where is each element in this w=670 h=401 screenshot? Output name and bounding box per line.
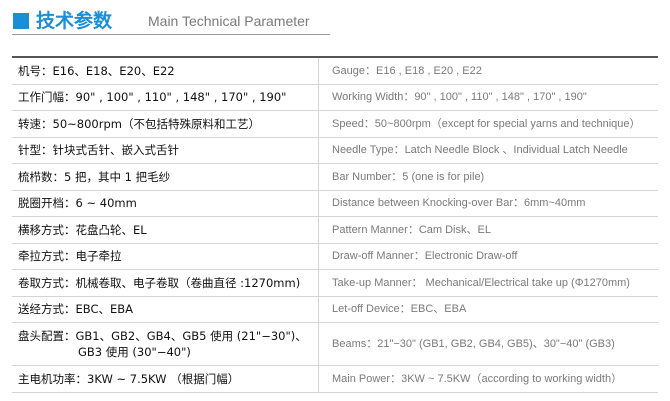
spec-cn-line: 针型：针块式舌针、嵌入式舌针: [18, 143, 179, 158]
spec-row: 机号：E16、E18、E20、E22 Gauge：E16 , E18 , E20 …: [12, 58, 658, 85]
spec-cn: 横移方式：花盘凸轮、EL: [18, 222, 314, 238]
spec-row: 针型：针块式舌针、嵌入式舌针 Needle Type：Latch Needle B…: [12, 137, 658, 164]
spec-en: Distance between Knocking-over Bar：6mm~4…: [332, 197, 586, 210]
spec-cn-line: 转速：50~800rpm（不包括特殊原料和工艺）: [18, 116, 260, 131]
spec-cn-line: 梳栉数：5 把，其中 1 把毛纱: [18, 169, 171, 184]
section-subtitle: Main Technical Parameter: [148, 13, 310, 29]
spec-cn-line: 横移方式：花盘凸轮、EL: [18, 222, 147, 237]
spec-cn: 牵拉方式：电子牵拉: [18, 248, 314, 264]
spec-cn: 针型：针块式舌针、嵌入式舌针: [18, 142, 314, 158]
spec-row: 卷取方式：机械卷取、电子卷取（卷曲直径 :1270mm) Take-up Mann…: [12, 270, 658, 297]
column-divider: [318, 111, 319, 137]
spec-en: Let-off Device：EBC、EBA: [332, 303, 467, 316]
column-divider: [318, 137, 319, 163]
spec-cn: 工作门幅：90" , 100" , 110" , 148" , 170" , 1…: [18, 89, 314, 105]
spec-en: Beams：21"−30" (GB1, GB2, GB4, GB5)、30"−4…: [332, 338, 615, 350]
column-divider: [318, 243, 319, 269]
spec-en: Working Width：90" , 100" , 110" , 148" ,…: [332, 91, 587, 104]
header-icon: [13, 13, 29, 29]
spec-cn-line: 牵拉方式：电子牵拉: [18, 249, 122, 264]
spec-en: Draw-off Manner：Electronic Draw-off: [332, 250, 518, 263]
spec-en: Gauge：E16 , E18 , E20 , E22: [332, 64, 482, 77]
spec-cn: 转速：50~800rpm（不包括特殊原料和工艺）: [18, 116, 314, 132]
spec-cn-line: 送经方式：EBC、EBA: [18, 302, 134, 317]
column-divider: [318, 84, 319, 110]
spec-cn-line: 机号：E16、E18、E20、E22: [18, 63, 175, 78]
spec-row: 牵拉方式：电子牵拉 Draw-off Manner：Electronic Draw…: [12, 243, 658, 270]
spec-row: 脱圈开档：6 ~ 40mm Distance between Knocking-o…: [12, 190, 658, 217]
spec-en: Main Power：3KW ~ 7.5KW（according to work…: [332, 372, 623, 385]
column-divider: [318, 296, 319, 322]
spec-row: 横移方式：花盘凸轮、EL Pattern Manner：Cam Disk、EL: [12, 217, 658, 244]
spec-row: 送经方式：EBC、EBA Let-off Device：EBC、EBA: [12, 296, 658, 323]
spec-en: Speed：50~800rpm（except for special yarns…: [332, 117, 641, 130]
spec-row: 转速：50~800rpm（不包括特殊原料和工艺） Speed：50~800rpm（…: [12, 111, 658, 138]
spec-en: Pattern Manner：Cam Disk、EL: [332, 223, 491, 236]
spec-cn-line: 主电机功率：3KW ~ 7.5KW （根据门幅）: [18, 371, 240, 386]
spec-row: 盘头配置：GB1、GB2、GB4、GB5 使用 (21"−30")、 GB3 使用…: [12, 323, 658, 366]
spec-cn: 送经方式：EBC、EBA: [18, 301, 314, 317]
spec-row: 梳栉数：5 把，其中 1 把毛纱 Bar Number：5 (one is for…: [12, 164, 658, 191]
spec-en: Bar Number：5 (one is for pile): [332, 170, 485, 183]
column-divider: [318, 164, 319, 190]
column-divider: [318, 190, 319, 216]
column-divider: [318, 366, 319, 392]
spec-table: 机号：E16、E18、E20、E22 Gauge：E16 , E18 , E20 …: [12, 56, 658, 398]
spec-cn: 盘头配置：GB1、GB2、GB4、GB5 使用 (21"−30")、 GB3 使用…: [18, 328, 314, 360]
spec-cn: 脱圈开档：6 ~ 40mm: [18, 195, 314, 211]
spec-cn: 卷取方式：机械卷取、电子卷取（卷曲直径 :1270mm): [18, 275, 314, 291]
spec-cn-line: 脱圈开档：6 ~ 40mm: [18, 196, 137, 211]
spec-cn: 主电机功率：3KW ~ 7.5KW （根据门幅）: [18, 371, 314, 387]
spec-cn: 梳栉数：5 把，其中 1 把毛纱: [18, 169, 314, 185]
spec-row: 主电机功率：3KW ~ 7.5KW （根据门幅） Main Power：3KW ~…: [12, 366, 658, 393]
header-rule: [12, 34, 330, 35]
spec-cn-line: 工作门幅：90" , 100" , 110" , 148" , 170" , 1…: [18, 90, 287, 105]
column-divider: [318, 323, 319, 365]
column-divider: [318, 217, 319, 243]
section-title: 技术参数: [36, 10, 113, 32]
spec-cn-line: 盘头配置：GB1、GB2、GB4、GB5 使用 (21"−30")、: [18, 329, 307, 343]
column-divider: [318, 270, 319, 296]
spec-en: Needle Type：Latch Needle Block 、Individu…: [332, 144, 628, 157]
column-divider: [318, 58, 319, 84]
spec-row: 工作门幅：90" , 100" , 110" , 148" , 170" , 1…: [12, 84, 658, 111]
spec-cn-line: 卷取方式：机械卷取、电子卷取（卷曲直径 :1270mm): [18, 275, 301, 290]
spec-cn: 机号：E16、E18、E20、E22: [18, 63, 314, 79]
spec-cn-line: GB3 使用 (30"−40"): [78, 345, 191, 359]
spec-en: Take-up Manner： Mechanical/Electrical ta…: [332, 276, 630, 289]
